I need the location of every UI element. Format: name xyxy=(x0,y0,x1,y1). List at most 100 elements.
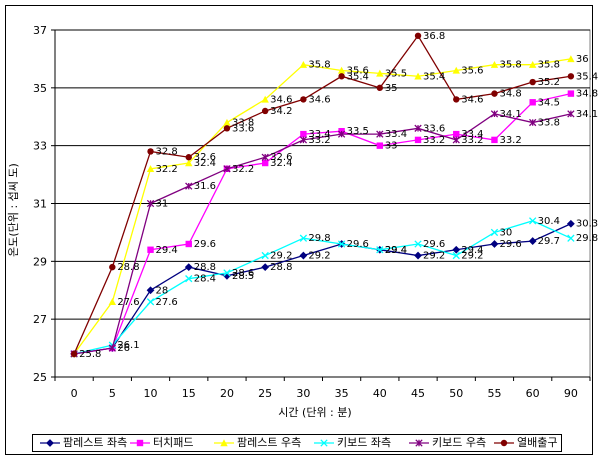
data-label: 33.2 xyxy=(499,135,521,146)
data-point xyxy=(108,298,117,306)
data-label: 36.8 xyxy=(423,31,445,42)
data-label: 33.2 xyxy=(308,135,330,146)
data-label: 31 xyxy=(156,199,169,210)
data-point xyxy=(261,251,269,260)
data-label: 28 xyxy=(156,285,169,296)
legend-swatch xyxy=(494,439,514,447)
data-point xyxy=(376,69,384,77)
x-tick-label: 45 xyxy=(411,387,425,400)
data-label: 35.4 xyxy=(423,71,445,82)
data-point xyxy=(185,154,192,161)
data-label: 34.6 xyxy=(461,94,483,105)
data-label: 34.1 xyxy=(576,109,598,120)
x-axis-title: 시간 (단위 : 분) xyxy=(278,406,351,419)
data-label: 29.6 xyxy=(423,239,445,250)
data-point xyxy=(147,148,154,155)
data-point xyxy=(185,159,193,167)
data-label: 29.4 xyxy=(156,245,178,256)
y-tick-label: 29 xyxy=(33,255,47,268)
data-point xyxy=(529,217,537,225)
data-point xyxy=(528,237,537,245)
data-label: 29.4 xyxy=(385,245,407,256)
data-point xyxy=(567,55,575,63)
legend-marker xyxy=(500,439,508,447)
data-label: 33 xyxy=(385,141,398,152)
data-point xyxy=(453,130,460,138)
x-tick-label: 55 xyxy=(487,387,501,400)
data-point xyxy=(223,165,231,173)
series-5 xyxy=(70,110,575,358)
data-label: 29.4 xyxy=(385,245,407,256)
y-tick-label: 33 xyxy=(33,140,47,153)
data-label: 29.7 xyxy=(538,236,560,247)
data-label: 29.8 xyxy=(308,233,330,244)
data-label: 29.6 xyxy=(194,239,216,250)
data-point xyxy=(261,159,269,167)
data-point xyxy=(529,99,536,106)
data-label: 26.1 xyxy=(117,340,139,351)
legend-label: 팜레스트 우측 xyxy=(237,436,302,449)
x-tick-label: 35 xyxy=(335,387,349,400)
data-label: 35.8 xyxy=(308,60,330,71)
data-point xyxy=(452,245,461,254)
legend: 팜레스트 좌측 터치패드 팜레스트 우측 키보드 좌측 키보드 우측 열배출구 xyxy=(32,434,562,452)
data-label: 32.4 xyxy=(270,158,292,169)
legend-swatch xyxy=(409,439,429,447)
data-point xyxy=(261,95,269,103)
y-tick-label: 35 xyxy=(33,82,47,95)
x-tick-label: 60 xyxy=(526,387,540,400)
data-point xyxy=(146,298,155,306)
series-line xyxy=(74,113,572,355)
data-point xyxy=(528,61,537,68)
series-line xyxy=(74,223,572,355)
legend-swatch xyxy=(40,439,60,447)
data-point xyxy=(529,78,536,86)
data-label: 27.6 xyxy=(117,297,139,308)
data-label: 29.8 xyxy=(576,233,598,244)
x-tick-label: 40 xyxy=(373,387,387,400)
data-point xyxy=(566,219,575,228)
data-label: 34.8 xyxy=(576,89,598,100)
y-tick-label: 25 xyxy=(33,371,47,384)
data-label: 29.6 xyxy=(499,239,521,250)
data-point xyxy=(300,96,307,103)
data-point xyxy=(223,125,231,132)
data-label: 32.6 xyxy=(194,152,216,163)
x-tick-label: 30 xyxy=(296,387,310,400)
data-label: 32.2 xyxy=(156,164,178,175)
y-tick-label: 27 xyxy=(33,313,47,326)
data-label: 28.8 xyxy=(117,262,139,273)
data-label: 33.4 xyxy=(308,129,330,140)
data-label: 25.8 xyxy=(79,349,101,360)
data-label: 30.3 xyxy=(576,219,598,230)
series-4 xyxy=(70,217,575,358)
legend-marker xyxy=(46,439,54,447)
data-point xyxy=(185,275,193,283)
data-label: 32.8 xyxy=(156,146,178,157)
data-point xyxy=(491,136,498,144)
data-point xyxy=(146,286,155,295)
data-point xyxy=(261,153,269,161)
data-label: 28.4 xyxy=(194,274,216,285)
data-label: 35.4 xyxy=(347,71,369,82)
data-point xyxy=(567,73,575,80)
data-label: 28.8 xyxy=(194,262,216,273)
data-labels: 25.8262828.828.528.829.229.629.429.229.4… xyxy=(79,31,598,360)
data-label: 33.8 xyxy=(232,118,254,129)
data-label: 35 xyxy=(385,83,398,94)
data-label: 33.4 xyxy=(461,129,483,140)
data-label: 32.6 xyxy=(270,152,292,163)
data-label: 26 xyxy=(117,343,130,354)
legend-marker xyxy=(415,439,423,447)
y-axis-title: 온도(단위 : 섭씨 도) xyxy=(7,163,20,257)
data-point xyxy=(567,110,575,118)
data-label: 34.2 xyxy=(270,106,292,117)
data-label: 34.5 xyxy=(538,97,560,108)
data-point xyxy=(452,136,460,144)
legend-swatch xyxy=(314,439,334,447)
data-label: 35.6 xyxy=(461,65,483,76)
legend-label: 키보드 우측 xyxy=(432,436,487,449)
series-line xyxy=(73,220,572,355)
series-line xyxy=(74,92,572,355)
data-point xyxy=(567,90,575,97)
